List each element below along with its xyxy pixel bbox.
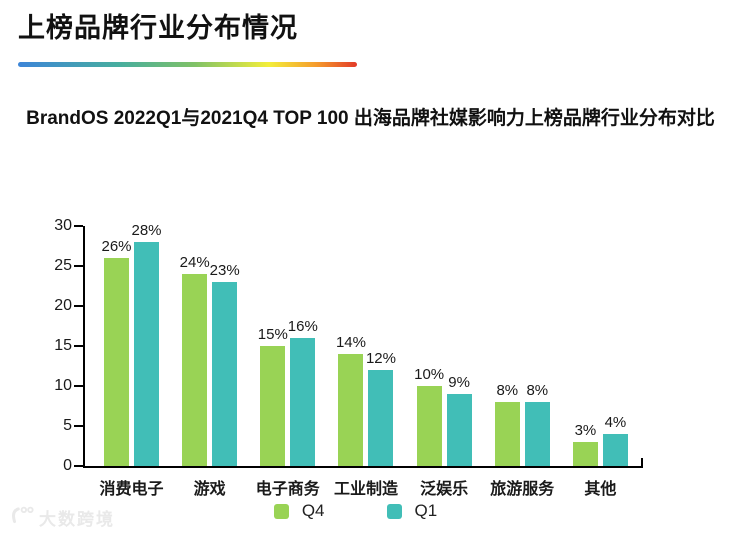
page-title: 上榜品牌行业分布情况 — [18, 13, 298, 43]
bar-q1 — [524, 402, 550, 466]
x-category-label: 旅游服务 — [490, 481, 555, 498]
y-tick-label: 30 — [54, 217, 72, 234]
x-category-label: 工业制造 — [333, 481, 398, 498]
watermark-text: 大数跨境 — [39, 510, 115, 529]
watermark: 大数跨境 — [8, 504, 115, 531]
bar-wrap-q4: 14% — [335, 334, 366, 466]
bar-group: 8% 8% 旅游服务 — [490, 382, 554, 498]
bar-q4 — [572, 442, 598, 466]
legend-label-q4: Q4 — [301, 501, 325, 520]
bar-value-label: 4% — [604, 414, 627, 431]
bar-value-label: 26% — [101, 238, 132, 255]
bar-wrap-q1: 4% — [602, 414, 628, 466]
bar-group: 14% 12% 工业制造 — [334, 334, 398, 498]
bar-group: 26% 28% 消费电子 — [99, 222, 163, 498]
y-tick-label: 10 — [54, 377, 72, 394]
bar-wrap-q1: 12% — [365, 350, 396, 466]
bar-chart-plot-area: 0 5 10 15 20 25 30 26% 28% 消费电子 24% 23% 游戏 15% 16% 电子商… — [54, 217, 643, 498]
y-tick-label: 5 — [63, 417, 72, 434]
bar-q1 — [290, 338, 316, 466]
bar-groups: 26% 28% 消费电子 24% 23% 游戏 15% 16% 电子商务 14% 12% 工业制造 10… — [85, 222, 643, 498]
bar-wrap-q4: 8% — [494, 382, 520, 466]
chart-legend: Q4 Q1 — [0, 501, 711, 521]
gradient-divider — [18, 62, 357, 67]
watermark-logo-icon — [8, 504, 36, 531]
bar-group: 10% 9% 泛娱乐 — [414, 366, 472, 498]
y-tick-mark — [74, 225, 83, 227]
y-tick-mark — [74, 345, 83, 347]
bar-value-label: 28% — [131, 222, 162, 239]
bar-wrap-q4: 10% — [414, 366, 445, 466]
bar-wrap-q1: 23% — [209, 262, 240, 466]
bar-value-label: 16% — [287, 318, 318, 335]
legend-item-q4: Q4 — [273, 501, 325, 521]
bar-value-label: 23% — [209, 262, 240, 279]
legend-swatch-q1 — [386, 503, 402, 519]
bar-wrap-q1: 9% — [446, 374, 472, 466]
bar-wrap-q4: 15% — [257, 326, 288, 466]
bar-value-label: 8% — [526, 382, 549, 399]
bar-q1 — [368, 370, 394, 466]
bar-group: 24% 23% 游戏 — [179, 254, 240, 498]
bar-wrap-q4: 3% — [572, 422, 598, 466]
bar-wrap-q1: 8% — [524, 382, 550, 466]
y-tick-label: 20 — [54, 297, 72, 314]
y-tick-label: 15 — [54, 337, 72, 354]
y-tick-label: 0 — [63, 457, 72, 474]
bar-wrap-q1: 28% — [131, 222, 162, 466]
x-axis-end-tick — [641, 458, 643, 466]
x-category-label: 其他 — [584, 481, 617, 498]
bar-value-label: 10% — [414, 366, 445, 383]
bar-q4 — [494, 402, 520, 466]
bar-group: 15% 16% 电子商务 — [256, 318, 320, 498]
y-tick-mark — [74, 465, 83, 467]
bar-q4 — [182, 274, 208, 466]
x-category-label: 消费电子 — [99, 481, 164, 498]
y-tick-mark — [74, 425, 83, 427]
y-tick-mark — [74, 265, 83, 267]
bar-wrap-q1: 16% — [287, 318, 318, 466]
bar-q4 — [104, 258, 129, 466]
bar-value-label: 14% — [335, 334, 366, 351]
bar-value-label: 8% — [496, 382, 519, 399]
bar-q4 — [260, 346, 286, 466]
chart-subtitle: BrandOS 2022Q1与2021Q4 TOP 100 出海品牌社媒影响力上… — [26, 108, 715, 129]
y-tick-mark — [74, 385, 83, 387]
y-tick-label: 25 — [54, 257, 72, 274]
x-category-label: 游戏 — [193, 481, 226, 498]
bar-group: 3% 4% 其他 — [572, 414, 628, 498]
bar-value-label: 15% — [257, 326, 288, 343]
bar-wrap-q4: 26% — [101, 238, 132, 466]
x-category-label: 电子商务 — [255, 481, 320, 498]
bar-value-label: 3% — [574, 422, 597, 439]
bar-value-label: 9% — [448, 374, 470, 391]
x-category-label: 泛娱乐 — [420, 481, 469, 498]
legend-label-q1: Q1 — [414, 501, 438, 520]
bar-wrap-q4: 24% — [179, 254, 210, 466]
bar-q4 — [416, 386, 442, 466]
legend-item-q1: Q1 — [386, 501, 438, 521]
bar-q1 — [134, 242, 159, 466]
legend-swatch-q4 — [273, 503, 289, 519]
bar-value-label: 12% — [365, 350, 396, 367]
bar-q1 — [446, 394, 472, 466]
y-tick-mark — [74, 305, 83, 307]
bar-q4 — [338, 354, 364, 466]
bar-q1 — [602, 434, 628, 466]
bar-value-label: 24% — [179, 254, 210, 271]
bar-q1 — [212, 282, 238, 466]
